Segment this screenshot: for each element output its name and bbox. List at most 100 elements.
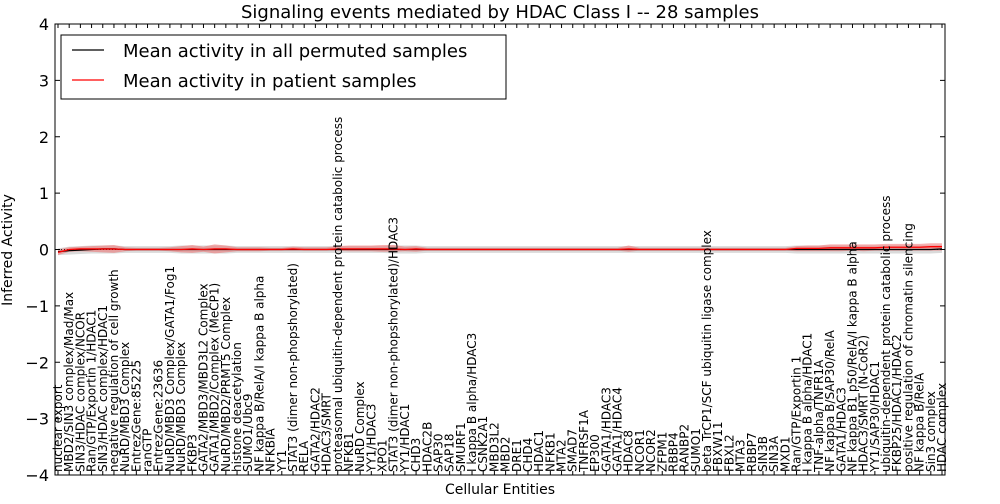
x-tick-label: EP300: [588, 434, 602, 472]
x-tick-label: Sin3 complex: [924, 391, 938, 472]
x-tick-label: MBD3L2: [487, 422, 501, 472]
x-tick-label: NF kappa B/SAP30/RelA: [823, 329, 837, 472]
x-tick-label: NuRD Complex: [353, 381, 367, 472]
y-tick-label: −1: [25, 297, 49, 316]
x-tick-label: SIN3B: [756, 436, 770, 472]
x-tick-label: EntrezGene:23636: [152, 360, 166, 472]
x-tick-label: HDAC3/SMRT: [320, 392, 334, 472]
x-tick-label: NF kappa B/RelA/I kappa B alpha: [252, 276, 266, 472]
x-tick-label: ZFPM1: [655, 432, 669, 472]
x-tick-label: NFKB1: [342, 432, 356, 472]
x-tick-label: HDAC8: [622, 430, 636, 472]
x-tick-label: NF kappa B/RelA: [913, 372, 927, 472]
x-tick-label: SUMO1: [689, 428, 703, 472]
x-tick-label: CHD3: [409, 438, 423, 472]
x-tick-label: SIN3/HDAC complex/NCOR: [73, 312, 87, 472]
x-tick-label: YY1: [275, 450, 289, 473]
x-tick-label: HDAC1: [532, 430, 546, 472]
x-tick-label: GATA2/HDAC2: [308, 387, 322, 472]
x-tick-label: MXD1: [778, 437, 792, 472]
x-tick-label: SIN3A: [767, 435, 781, 472]
x-tick-label: GATA2/MBD3/MBD3L2 Complex: [196, 283, 210, 472]
x-tick-label: Ran/GTP/Exportin 1: [790, 356, 804, 472]
x-tick-label: TNF-alpha/TNFR1A: [812, 359, 826, 473]
x-tick-label: MBD2/SIN3 complex/Mad/Max: [62, 292, 76, 472]
x-tick-label: NuRD/MBD3 Complex: [118, 342, 132, 472]
x-tick-label: NFKB1: [543, 432, 557, 472]
x-tick-label: NFKBIA: [264, 427, 278, 472]
x-tick-label: beta TrCP1/SCF ubiquitin ligase complex: [700, 230, 714, 472]
x-tick-label: I kappa B alpha/HDAC1: [801, 333, 815, 472]
x-tick-label: HDAC2B: [420, 422, 434, 472]
x-tick-label: negative regulation of cell growth: [107, 269, 121, 472]
y-tick-label: 2: [39, 128, 49, 147]
x-tick-label: NuRD/MBD3 Complex: [174, 342, 188, 472]
x-tick-label: DRE1: [510, 439, 524, 472]
x-tick-label: RBBP7: [745, 432, 759, 472]
x-tick-label: NCOR2: [644, 429, 658, 472]
x-tick-label: YY1/SAP30/HDAC1: [868, 361, 882, 473]
x-tick-label: NCOR1: [633, 429, 647, 472]
legend-label-patient: Mean activity in patient samples: [123, 71, 417, 92]
x-tick-label: GATA1/HDAC3: [834, 387, 848, 472]
x-tick-label: SMURF1: [454, 422, 468, 472]
series-lines: [57, 246, 943, 253]
x-tick-label: RELA: [297, 440, 311, 472]
x-tick-label: histone deacetylation: [230, 342, 244, 472]
x-tick-label: CSNK2A1: [476, 416, 490, 472]
x-tick-label: HDAC3/SMRT (N-CoR2): [857, 335, 871, 472]
y-tick-label: 0: [39, 241, 49, 260]
x-tick-label: NF kappa B1 p50/RelA/I kappa B alpha: [845, 241, 859, 472]
x-tick-label: EntrezGene:85225: [129, 360, 143, 472]
x-tick-label: YY1/HDAC3: [364, 404, 378, 473]
plot-frame: [54, 23, 946, 476]
x-tick-label: YY1/HDAC1: [398, 404, 412, 473]
x-tick-label: ubiquitin-dependent protein catabolic pr…: [879, 196, 893, 472]
legend-box: [60, 34, 507, 100]
x-tick-label: NuRD/MBD3 Complex/GATA1/Fog1: [163, 266, 177, 472]
x-tick-label: MTA2: [555, 439, 569, 472]
x-tick-label: SUMO1/Ubc9: [241, 393, 255, 472]
x-tick-label: GATA1/MBD2/Complex (MeCP1): [208, 283, 222, 472]
x-tick-label: FKBP3: [185, 434, 199, 472]
x-tick-label: MBD2: [499, 437, 513, 472]
y-tick-label: −2: [25, 353, 49, 372]
x-tick-label: TNFRSF1A: [577, 409, 591, 473]
chart-title: Signaling events mediated by HDAC Class …: [241, 2, 759, 23]
x-tick-label: CHD4: [521, 438, 535, 472]
axis-ticks: −4 −3 −2 −1 0 1 2 3 4: [25, 15, 945, 485]
x-tick-label: Ran/GTP/Exportin 1/HDAC1: [85, 310, 99, 472]
x-tick-label: NuRD/MBD2/PRMT5 Complex: [219, 297, 233, 472]
y-tick-label: 3: [39, 71, 49, 90]
x-tick-label: HDAC complex: [935, 383, 949, 472]
x-tick-label: FBXL2: [722, 434, 736, 472]
y-axis-label: Inferred Activity: [0, 194, 16, 306]
x-tick-label: XPO1: [376, 439, 390, 472]
x-tick-label: RBBP4: [666, 432, 680, 472]
y-tick-label: −4: [25, 466, 49, 485]
y-tick-label: 1: [39, 184, 49, 203]
x-tick-label: FKBP25/HDAC1/HDAC2: [890, 334, 904, 472]
x-tick-label: MTA3: [734, 439, 748, 472]
legend-label-permuted: Mean activity in all permuted samples: [123, 41, 467, 62]
x-tick-label: SAP18: [443, 433, 457, 472]
x-tick-label: FBXW11: [711, 422, 725, 473]
y-tick-label: 4: [39, 15, 49, 34]
x-tick-label: RANBP2: [678, 424, 692, 472]
x-tick-label: SAP30: [431, 433, 445, 472]
series-line-patient: [57, 246, 942, 253]
x-tick-label: I kappa B alpha/HDAC3: [465, 333, 479, 472]
x-tick-label: positive regulation of chromatin silenci…: [901, 223, 915, 472]
chart-legend: Mean activity in all permuted samples Me…: [60, 34, 507, 100]
y-tick-label: −3: [25, 410, 49, 429]
x-tick-label: GATA1/HDAC3: [599, 387, 613, 472]
x-tick-label: SIN3/HDAC complex/HDAC1: [96, 305, 110, 472]
x-tick-label: ranGTP: [141, 429, 155, 472]
x-axis-label: Cellular Entities: [445, 482, 555, 498]
x-tick-label: STAT3 (dimer non-phopshorylated)/HDAC3: [387, 217, 401, 472]
x-tick-label: STAT3 (dimer non-phopshorylated): [286, 263, 300, 472]
x-tick-label: GATA1/HDAC4: [610, 387, 624, 472]
x-tick-label: SMAD7: [566, 429, 580, 472]
